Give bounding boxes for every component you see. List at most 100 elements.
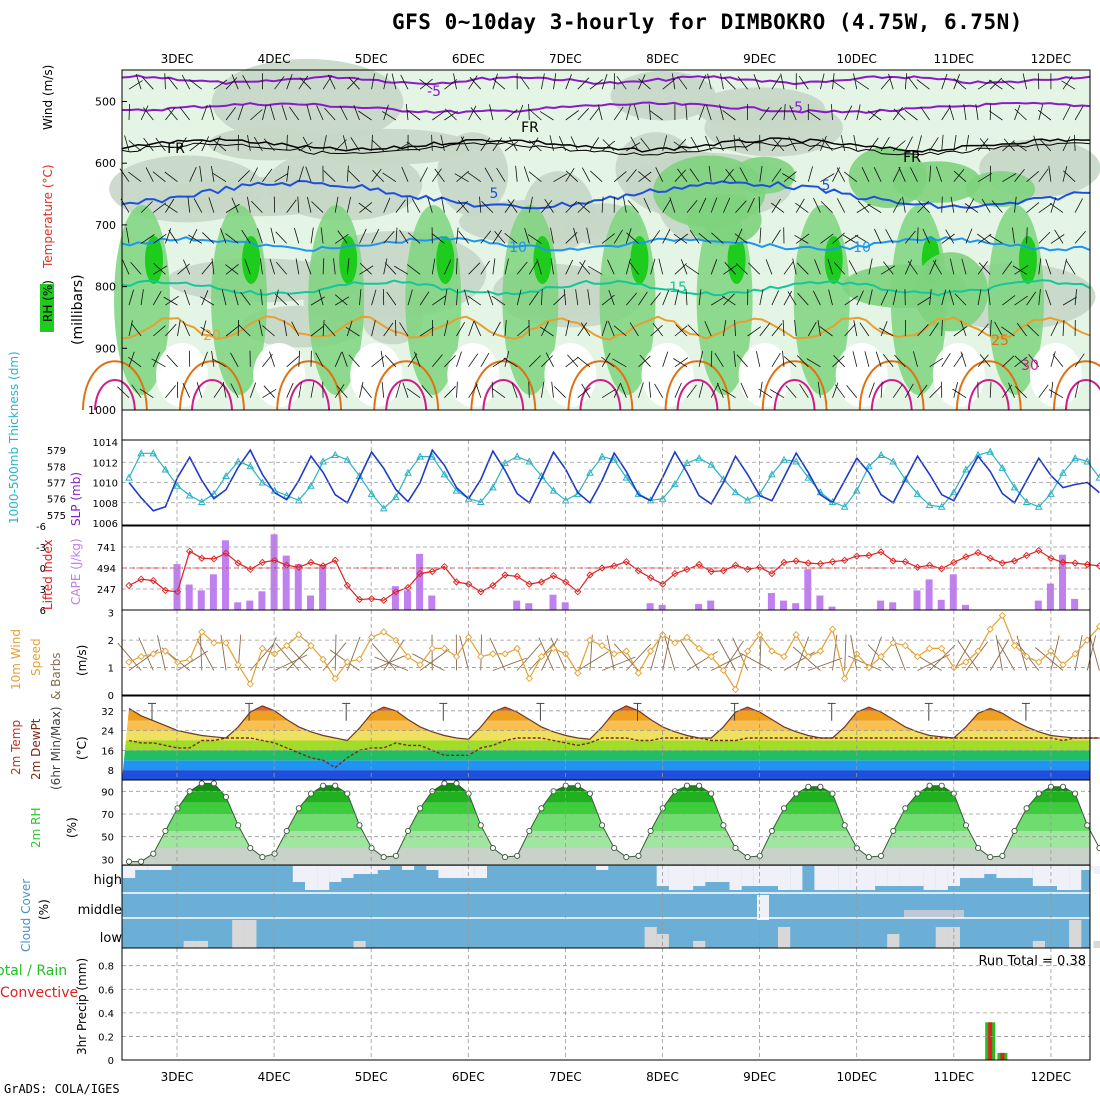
wind-barb — [629, 322, 639, 337]
wind-barb — [406, 141, 421, 152]
wind-barb — [504, 109, 518, 121]
wind-barb — [977, 79, 992, 90]
cloud-level-label: high — [94, 873, 122, 888]
wind-barb — [456, 227, 459, 244]
wind-barb — [698, 197, 707, 213]
cape-bar — [319, 564, 327, 610]
wind-barb — [977, 233, 992, 244]
cloud-high-block — [1020, 866, 1033, 878]
cloud-high-block — [474, 866, 487, 878]
rh-marker — [441, 780, 448, 787]
wind-barb — [1014, 196, 1017, 213]
wind-barb — [904, 259, 913, 275]
wind-speed-marker — [634, 669, 643, 677]
wind-barb — [1014, 295, 1028, 306]
isotherm-label: 30 — [1021, 358, 1039, 374]
wind-barb — [565, 167, 575, 182]
wind-barb — [200, 296, 215, 306]
wind-barb — [577, 322, 588, 337]
wind-barb — [961, 258, 967, 275]
isotherm-label: FR — [167, 141, 185, 157]
wind-barb — [941, 134, 944, 151]
wind-barb — [491, 381, 494, 398]
wind-barb — [431, 233, 445, 244]
ylabel-rh-unit: (%) — [65, 817, 79, 838]
lifted-index-marker — [877, 548, 885, 556]
wind-barb — [491, 295, 506, 306]
wind-barb — [231, 197, 239, 213]
wind-barb — [960, 351, 967, 367]
wind-barb — [770, 202, 785, 213]
wind-barb — [949, 258, 955, 275]
wind-barb — [164, 171, 178, 183]
temp-band — [122, 720, 1090, 731]
wind-barb — [553, 173, 568, 183]
lifted-index-marker — [428, 567, 436, 576]
wind-barb — [859, 322, 870, 337]
wind-barb — [929, 289, 932, 306]
wind-barb — [257, 228, 263, 244]
wind-barb — [771, 198, 781, 213]
rh-marker — [1072, 790, 1079, 797]
wind-barb — [950, 196, 955, 213]
wind-barb — [1052, 354, 1064, 368]
wind-barb — [782, 319, 785, 337]
wind-barb — [201, 351, 208, 367]
wind-barb — [708, 165, 712, 182]
wind-barb — [444, 289, 448, 306]
wind-barb — [953, 134, 957, 151]
rh-marker — [1035, 790, 1042, 797]
rh-marker — [611, 844, 618, 852]
lifted-index-marker — [731, 561, 740, 569]
wind-barb — [674, 289, 679, 306]
wind-barb — [487, 289, 494, 306]
isotherm-25-dome — [567, 360, 634, 411]
wind-barb — [861, 167, 870, 182]
wind-barb-10m — [1074, 635, 1083, 671]
rh-marker — [514, 852, 521, 859]
cloud-low-block — [656, 934, 669, 948]
wind-barb — [407, 109, 421, 121]
wind-barb — [724, 262, 736, 275]
rh-legend-swatch — [40, 284, 54, 332]
wind-barb — [716, 136, 724, 152]
wind-barb — [601, 320, 608, 337]
wind-barb — [625, 228, 632, 244]
wind-barb — [783, 356, 797, 368]
cape-bar — [404, 590, 411, 610]
wind-barb — [1002, 261, 1013, 275]
isotherm-label: 15 — [669, 280, 687, 296]
wind-barb-10m — [957, 640, 979, 671]
wind-barb — [201, 320, 207, 337]
wind-barb — [395, 382, 401, 398]
wind-tick-label: 1 — [108, 664, 114, 675]
rh-dry-pocket — [932, 343, 985, 407]
wind-barb — [633, 104, 639, 121]
wind-barb — [904, 109, 918, 121]
wind-barb — [1050, 351, 1056, 367]
cape-bar — [270, 534, 278, 610]
wind-speed-marker — [962, 658, 970, 666]
wind-barb — [492, 229, 502, 244]
wind-barb — [756, 351, 761, 367]
wind-speed-marker — [1095, 622, 1100, 631]
wind-barb — [613, 229, 623, 244]
wind-speed-marker — [901, 642, 909, 650]
wind-barb — [125, 227, 130, 244]
wind-barb — [401, 166, 409, 182]
rh-marker — [1096, 844, 1100, 852]
isotherm-minus5 — [122, 101, 1091, 115]
wind-barb — [315, 352, 324, 367]
wind-barb — [322, 135, 327, 151]
wind-barb — [941, 319, 943, 337]
wind-barb — [287, 293, 300, 306]
wind-barb — [820, 233, 834, 244]
lifted-index-marker — [913, 563, 922, 571]
wind-barb — [817, 381, 821, 398]
wind-barb-10m — [541, 638, 559, 671]
rh-saturated-core — [630, 236, 649, 284]
wind-barb — [674, 382, 682, 398]
thickness-marker — [440, 470, 449, 478]
wind-barb — [316, 105, 324, 121]
wind-barb — [523, 166, 530, 182]
